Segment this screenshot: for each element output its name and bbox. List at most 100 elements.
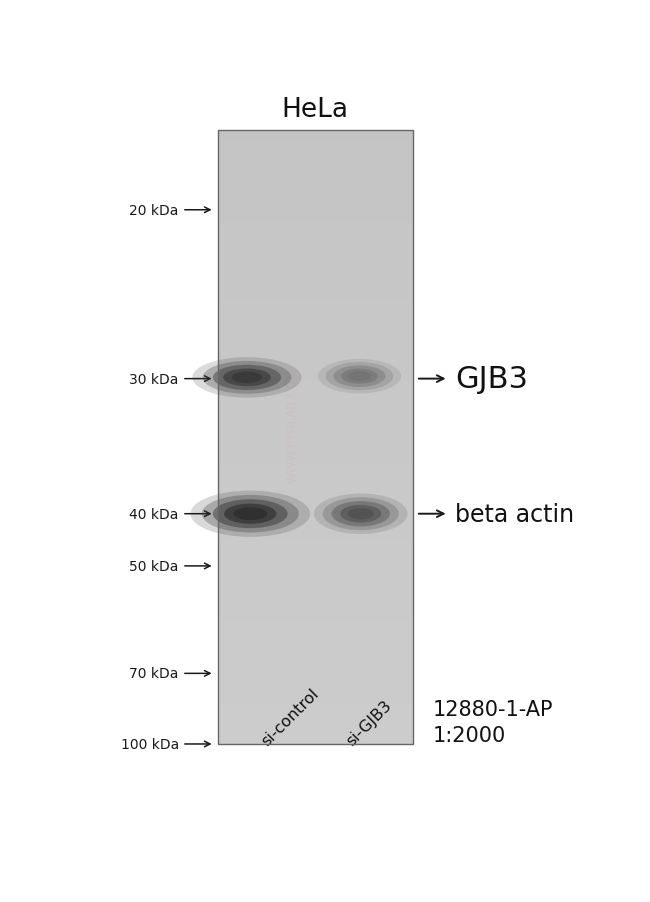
Bar xyxy=(218,253,413,259)
Bar xyxy=(218,524,413,529)
Bar xyxy=(218,351,413,355)
Ellipse shape xyxy=(213,500,287,529)
Bar xyxy=(218,401,413,407)
Bar xyxy=(218,422,413,428)
Bar xyxy=(218,566,413,570)
Bar xyxy=(218,290,413,294)
Ellipse shape xyxy=(231,373,263,383)
Bar xyxy=(218,336,413,340)
Bar xyxy=(218,437,413,443)
Bar xyxy=(218,458,413,463)
Bar xyxy=(218,631,413,637)
Bar xyxy=(218,325,413,330)
Bar xyxy=(218,177,413,182)
Bar xyxy=(218,238,413,244)
Bar xyxy=(218,662,413,667)
Bar xyxy=(218,621,413,627)
Text: 100 kDa: 100 kDa xyxy=(120,737,179,751)
Bar xyxy=(218,539,413,545)
Bar xyxy=(218,305,413,309)
Bar xyxy=(218,407,413,412)
Bar xyxy=(218,131,413,744)
Bar xyxy=(218,299,413,305)
Bar xyxy=(218,734,413,739)
Bar xyxy=(218,171,413,177)
Bar xyxy=(218,570,413,575)
Bar xyxy=(218,397,413,401)
Ellipse shape xyxy=(341,369,378,384)
Bar xyxy=(218,601,413,606)
Bar xyxy=(218,688,413,693)
Bar xyxy=(218,493,413,499)
Bar xyxy=(218,192,413,198)
Bar xyxy=(218,627,413,631)
Bar xyxy=(218,509,413,514)
Bar xyxy=(218,294,413,299)
Bar xyxy=(218,432,413,437)
Bar xyxy=(218,514,413,520)
Text: beta actin: beta actin xyxy=(455,502,574,526)
Text: HeLa: HeLa xyxy=(281,97,349,123)
Ellipse shape xyxy=(192,358,302,398)
Bar xyxy=(218,223,413,228)
Bar xyxy=(218,355,413,361)
Bar xyxy=(218,545,413,550)
Ellipse shape xyxy=(223,369,271,387)
Bar xyxy=(218,474,413,478)
Text: si-control: si-control xyxy=(259,686,322,749)
Bar xyxy=(218,581,413,585)
Bar xyxy=(218,535,413,539)
Bar xyxy=(218,361,413,366)
Bar xyxy=(218,382,413,386)
Bar xyxy=(218,739,413,744)
Bar xyxy=(218,161,413,167)
Text: 20 kDa: 20 kDa xyxy=(129,204,179,217)
Bar xyxy=(218,309,413,315)
Bar xyxy=(218,463,413,468)
Bar xyxy=(218,198,413,202)
Bar xyxy=(218,248,413,253)
Text: 50 kDa: 50 kDa xyxy=(129,559,179,574)
Bar xyxy=(218,667,413,673)
Ellipse shape xyxy=(314,494,408,534)
Text: 30 kDa: 30 kDa xyxy=(129,373,179,386)
Bar xyxy=(218,202,413,207)
Ellipse shape xyxy=(333,366,385,388)
Bar xyxy=(218,704,413,708)
Bar xyxy=(218,217,413,223)
Bar xyxy=(218,489,413,493)
Bar xyxy=(218,616,413,621)
Ellipse shape xyxy=(326,363,393,391)
Ellipse shape xyxy=(318,359,401,394)
Bar xyxy=(218,228,413,233)
Bar xyxy=(218,504,413,509)
Bar xyxy=(218,233,413,238)
Bar xyxy=(218,499,413,504)
Ellipse shape xyxy=(348,509,374,520)
Bar xyxy=(218,560,413,566)
Bar xyxy=(218,520,413,524)
Bar xyxy=(218,417,413,422)
Bar xyxy=(218,136,413,141)
Bar xyxy=(218,376,413,382)
Bar xyxy=(218,612,413,616)
Bar xyxy=(218,279,413,284)
Bar xyxy=(218,182,413,187)
Bar xyxy=(218,698,413,704)
Bar xyxy=(218,658,413,662)
Bar xyxy=(218,550,413,555)
Ellipse shape xyxy=(233,508,267,520)
Bar xyxy=(218,585,413,591)
Bar xyxy=(218,213,413,217)
Bar xyxy=(218,284,413,290)
Bar xyxy=(218,320,413,325)
Bar xyxy=(218,167,413,171)
Bar xyxy=(218,555,413,560)
Ellipse shape xyxy=(224,504,276,524)
Bar xyxy=(218,719,413,723)
Ellipse shape xyxy=(190,491,310,538)
Ellipse shape xyxy=(341,505,382,523)
Bar xyxy=(218,443,413,447)
Bar xyxy=(218,340,413,345)
Ellipse shape xyxy=(203,362,291,394)
